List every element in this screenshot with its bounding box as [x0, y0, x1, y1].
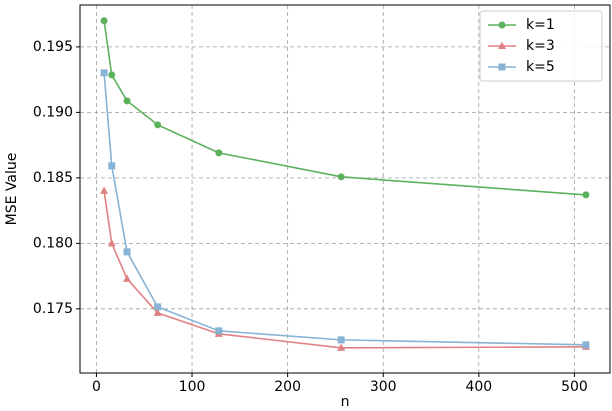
y-tick-label: 0.195 [33, 39, 73, 55]
marker [123, 97, 131, 105]
x-tick-label: 200 [274, 379, 301, 395]
x-axis-label: n [341, 394, 350, 410]
x-tick-label: 400 [465, 379, 492, 395]
marker [154, 303, 162, 311]
marker [498, 41, 506, 49]
marker [108, 162, 116, 170]
marker [107, 238, 116, 247]
marker [100, 17, 108, 25]
marker [582, 341, 590, 349]
legend-label: k=3 [526, 38, 555, 54]
marker [123, 248, 131, 256]
marker [337, 343, 346, 351]
marker [498, 63, 506, 71]
marker [337, 173, 345, 181]
y-tick-label: 0.185 [33, 170, 73, 186]
series-line [103, 72, 586, 346]
marker [100, 69, 108, 77]
series-line [103, 190, 586, 349]
marker [153, 308, 162, 316]
marker [215, 149, 223, 157]
y-tick-label: 0.180 [33, 235, 73, 251]
marker [123, 274, 132, 282]
x-tick-label: 300 [370, 379, 397, 395]
y-tick-label: 0.190 [33, 104, 73, 120]
x-tick-label: 0 [92, 379, 101, 395]
plot-frame [79, 4, 611, 374]
marker [498, 21, 506, 29]
marker [108, 71, 116, 79]
marker [100, 186, 109, 194]
marker [582, 191, 590, 199]
legend-label: k=5 [526, 59, 555, 75]
legend-box [479, 10, 603, 82]
y-axis-label: MSE Value [4, 153, 20, 226]
marker [337, 336, 345, 344]
marker [154, 121, 162, 129]
x-tick-label: 100 [179, 379, 206, 395]
x-tick-label: 500 [561, 379, 588, 395]
marker [215, 327, 223, 335]
legend-label: k=1 [526, 17, 555, 33]
y-tick-label: 0.175 [33, 301, 73, 317]
